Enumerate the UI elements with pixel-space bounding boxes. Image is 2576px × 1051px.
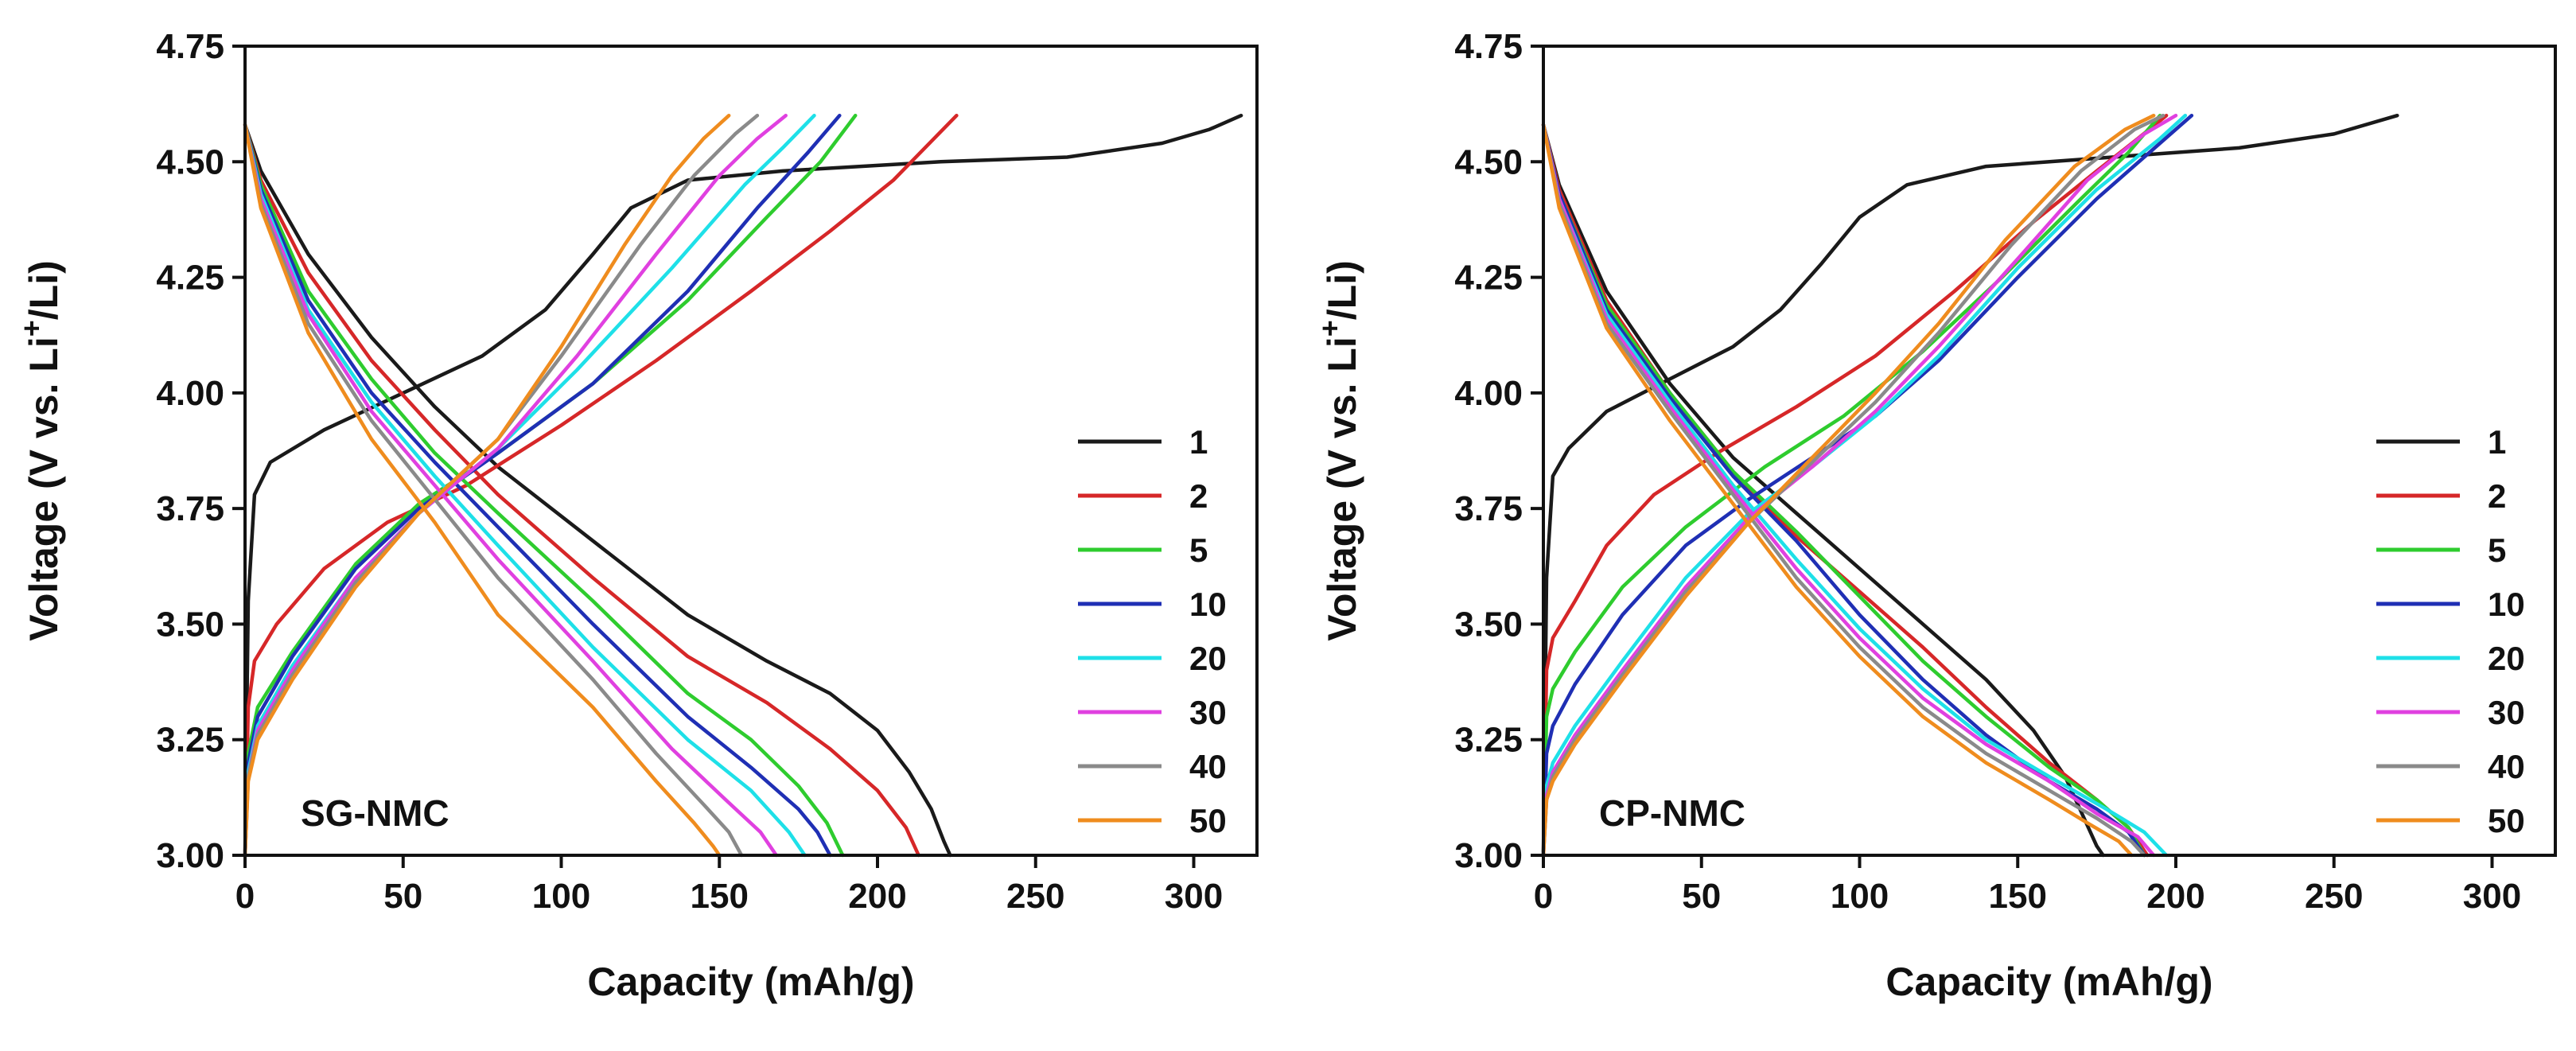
series-30-discharge-line (243, 123, 779, 858)
y-axis-title-superscript: + (15, 320, 48, 337)
x-tick-label: 250 (2305, 877, 2363, 916)
y-tick-label: 4.00 (1454, 374, 1523, 413)
x-tick-label: 100 (1831, 877, 1889, 916)
chart-panel-sg-nmc: 0 50 100 150 200 250 3003.003.253.503.754.004.… (15, 27, 1259, 1004)
y-tick-label: 3.00 (1454, 836, 1523, 875)
plot-frame (1542, 45, 2557, 857)
legend-label: 2 (1189, 477, 1208, 515)
series-1-charge-line (243, 113, 1243, 858)
x-tick-label: 150 (691, 877, 749, 916)
series-1-discharge-line (1541, 123, 2105, 858)
x-tick-label: 300 (1165, 877, 1223, 916)
legend-label: 5 (1189, 531, 1208, 569)
y-tick-label: 3.50 (156, 605, 224, 644)
chart-panel-cp-nmc: 0 50 100 150 200 250 3003.003.253.503.754.004.… (1313, 27, 2557, 1004)
legend-label: 30 (1189, 694, 1227, 731)
series-10-charge-line (243, 113, 842, 858)
series-30-charge-line (1541, 113, 2178, 858)
legend-label: 50 (2488, 802, 2525, 839)
series-lines (243, 113, 1243, 858)
y-tick-label: 3.75 (156, 489, 224, 528)
x-tick-label: 100 (532, 877, 590, 916)
legend-label: 30 (2488, 694, 2525, 731)
x-tick-label: 0 (1534, 877, 1553, 916)
legend-label: 10 (1189, 586, 1227, 623)
series-2-charge-line (243, 113, 959, 858)
y-tick-label: 4.75 (1454, 27, 1523, 66)
series-10-charge-line (1541, 113, 2194, 858)
legend-label: 2 (2488, 477, 2506, 515)
y-axis-title-superscript: + (1313, 320, 1346, 337)
series-50-discharge-line (1541, 123, 2134, 858)
y-tick-label: 4.50 (1454, 142, 1523, 181)
series-10-discharge-line (243, 123, 832, 858)
series-1-charge-line (1541, 113, 2399, 858)
y-tick-label: 4.25 (156, 259, 224, 298)
x-tick-label: 50 (1682, 877, 1721, 916)
legend-label: 20 (2488, 640, 2525, 677)
y-tick-label: 4.00 (156, 374, 224, 413)
x-tick-label: 150 (1989, 877, 2047, 916)
legend-label: 1 (1189, 423, 1208, 461)
y-tick-label: 3.25 (156, 721, 224, 760)
y-tick-label: 3.25 (1454, 721, 1523, 760)
y-axis-title-prefix: Voltage (V vs. Li (1320, 337, 1364, 641)
y-tick-label: 4.25 (1454, 259, 1523, 298)
y-tick-label: 3.50 (1454, 605, 1523, 644)
y-tick-label: 3.75 (1454, 489, 1523, 528)
series-40-discharge-line (243, 123, 744, 858)
series-lines (1541, 113, 2399, 858)
y-axis-title-prefix: Voltage (V vs. Li (21, 337, 66, 641)
series-30-charge-line (243, 113, 788, 858)
legend-label: 20 (1189, 640, 1227, 677)
series-50-charge-line (243, 113, 731, 858)
plot-frame (243, 45, 1259, 857)
legend-label: 1 (2488, 423, 2506, 461)
series-20-discharge-line (1541, 123, 2169, 858)
series-20-charge-line (243, 113, 816, 858)
legend: 1 2 5 10 20 30 40 50 (2376, 423, 2525, 839)
legend-label: 40 (1189, 748, 1227, 785)
series-20-charge-line (1541, 113, 2188, 858)
x-tick-label: 250 (1006, 877, 1064, 916)
y-tick-label: 4.50 (156, 142, 224, 181)
series-1-discharge-line (243, 123, 952, 858)
x-tick-label: 200 (2146, 877, 2204, 916)
x-tick-label: 300 (2463, 877, 2521, 916)
y-axis-title: Voltage (V vs. Li+/Li) (1313, 260, 1364, 641)
y-tick-label: 4.75 (156, 27, 224, 66)
legend-label: 50 (1189, 802, 1227, 839)
y-axis-title-suffix: /Li) (21, 260, 66, 320)
series-2-discharge-line (243, 123, 920, 858)
legend-label: 10 (2488, 586, 2525, 623)
legend: 1 2 5 10 20 30 40 50 (1078, 423, 1227, 839)
legend-label: 40 (2488, 748, 2525, 785)
series-50-charge-line (1541, 113, 2156, 858)
series-5-charge-line (243, 113, 858, 858)
series-5-charge-line (1541, 113, 2162, 858)
x-axis-title: Capacity (mAh/g) (587, 960, 914, 1004)
y-tick-label: 3.00 (156, 836, 224, 875)
panel-label: SG-NMC (301, 792, 449, 834)
x-axis-title: Capacity (mAh/g) (1885, 960, 2212, 1004)
y-axis-title: Voltage (V vs. Li+/Li) (15, 260, 66, 641)
series-2-charge-line (1541, 113, 2169, 858)
x-tick-label: 50 (383, 877, 422, 916)
panel-label: CP-NMC (1599, 792, 1745, 834)
legend-label: 5 (2488, 531, 2506, 569)
x-tick-label: 0 (235, 877, 255, 916)
y-axis-title-suffix: /Li) (1320, 260, 1364, 320)
x-tick-label: 200 (848, 877, 906, 916)
series-5-discharge-line (243, 123, 845, 858)
series-50-discharge-line (243, 123, 722, 858)
